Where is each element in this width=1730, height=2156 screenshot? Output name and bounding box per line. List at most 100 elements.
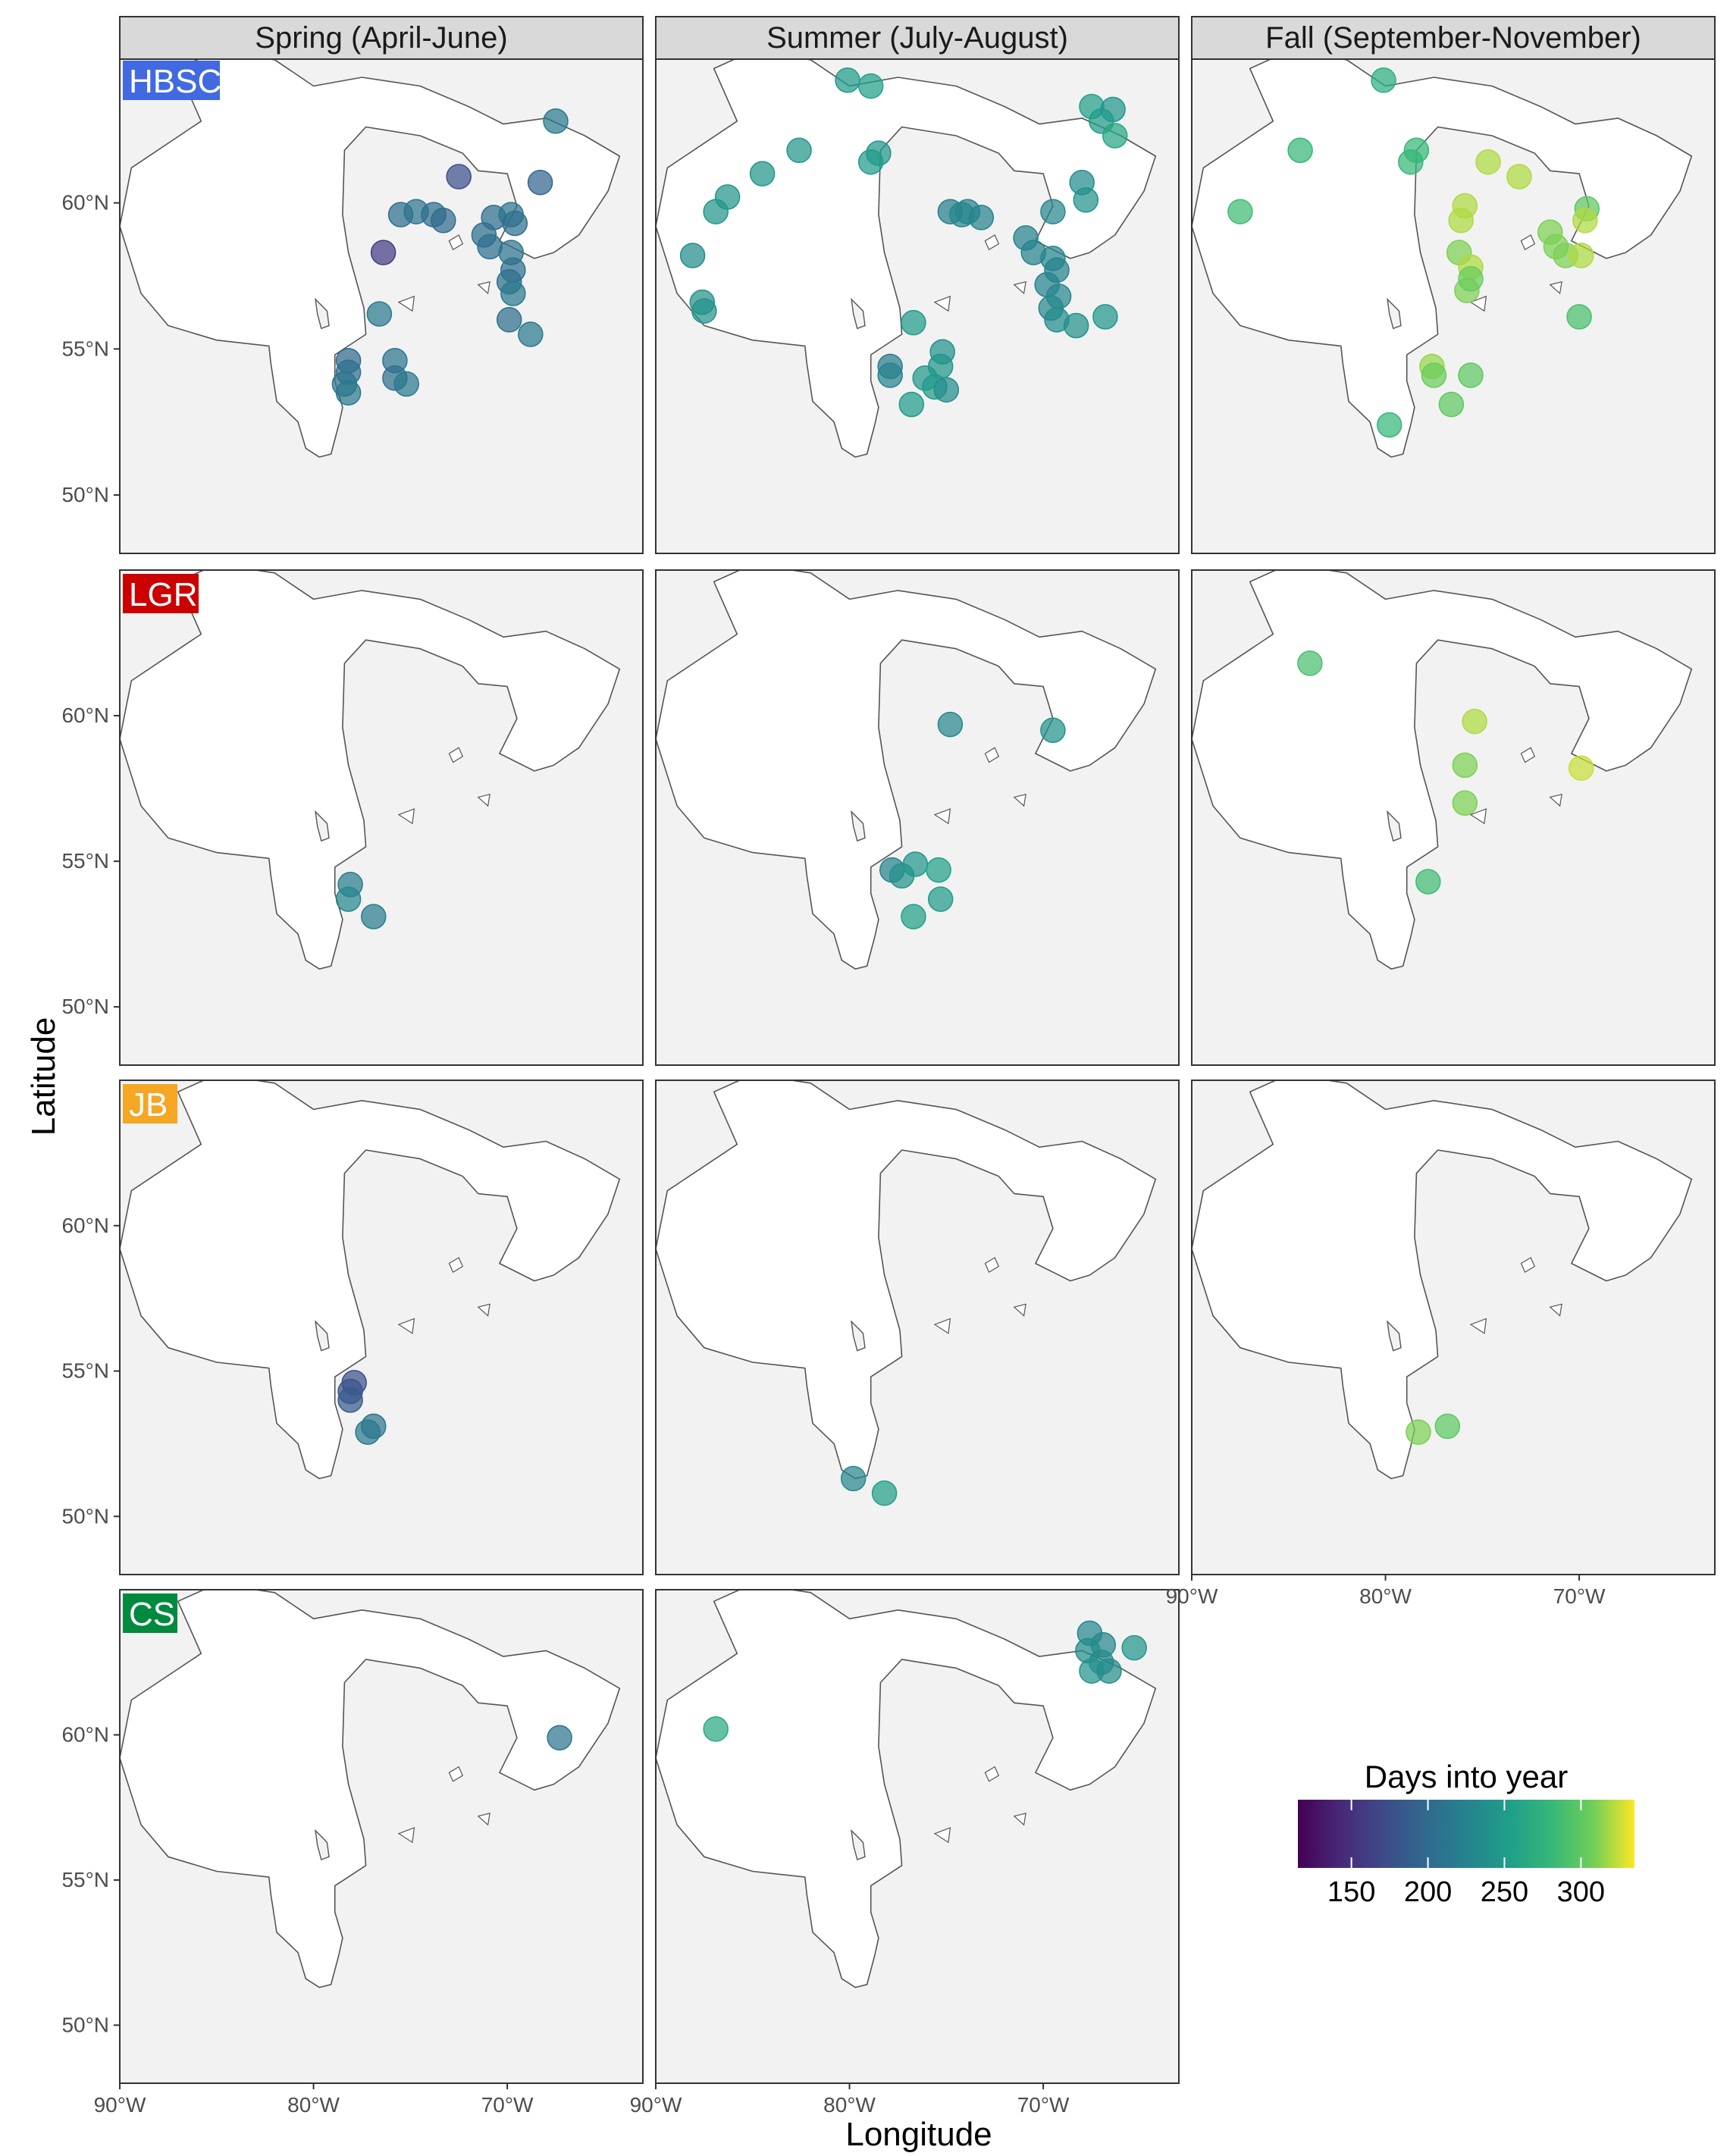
- observation-point: [1448, 208, 1474, 233]
- observation-point: [547, 1725, 572, 1751]
- observation-point: [366, 301, 393, 327]
- lat-tick-label: 50°N: [61, 483, 109, 506]
- observation-point: [1121, 1634, 1147, 1661]
- observation-point: [1568, 755, 1594, 781]
- observation-point: [1438, 391, 1465, 418]
- lake: [933, 1827, 951, 1844]
- lat-tick-label: 50°N: [61, 1504, 109, 1528]
- map-layer: [1192, 1080, 1693, 1480]
- row-badge: [123, 574, 199, 613]
- observation-point: [1376, 412, 1402, 438]
- y-axis-title: Latitude: [25, 1017, 62, 1136]
- row-badge: [123, 1593, 177, 1633]
- lake: [984, 747, 1000, 763]
- lake: [448, 234, 464, 251]
- legend-tick-label: 300: [1557, 1876, 1605, 1908]
- lake: [477, 1813, 490, 1826]
- lake: [1469, 295, 1487, 312]
- observation-point: [1406, 1419, 1431, 1445]
- legend-colorbar: [1298, 1800, 1634, 1868]
- map-panel-jb-2: [655, 1080, 1180, 1575]
- observation-point: [1287, 137, 1313, 164]
- observation-point: [840, 1465, 867, 1492]
- map-layer: [120, 57, 621, 458]
- map-panel-jb-3: [1191, 1080, 1716, 1575]
- panel-border: [655, 569, 1180, 1066]
- lake: [397, 1318, 415, 1334]
- observation-point: [361, 904, 387, 929]
- observation-point: [871, 1480, 898, 1506]
- observation-point: [1096, 1658, 1122, 1684]
- panel-border: [119, 1589, 644, 2084]
- facet-strip: [1191, 16, 1716, 60]
- observation-point: [500, 280, 526, 306]
- observation-point: [1452, 752, 1478, 779]
- lake: [1520, 234, 1536, 251]
- observation-point: [933, 377, 960, 403]
- island: [1387, 297, 1402, 330]
- observation-point: [1398, 149, 1424, 175]
- observation-point: [691, 298, 717, 324]
- observation-point: [446, 164, 472, 190]
- panels-layer: Spring (April-June) HBSC Summer (July-Augu…: [119, 16, 1716, 2084]
- observation-point: [1297, 650, 1323, 676]
- observation-point: [1458, 362, 1484, 388]
- observation-point: [1458, 266, 1484, 292]
- map-panel-lgr-3: [1191, 569, 1716, 1066]
- lake: [1469, 1318, 1487, 1334]
- row-badge: [123, 1084, 177, 1123]
- lon-tick-label: 70°W: [1017, 2093, 1070, 2117]
- observation-point: [1506, 164, 1532, 190]
- bay-water: [120, 57, 621, 458]
- observation-point: [527, 169, 553, 196]
- lake: [448, 1257, 464, 1273]
- observation-point: [1092, 304, 1118, 330]
- row-badge-label: LGR: [129, 576, 197, 613]
- legend-tick-label: 150: [1327, 1876, 1375, 1908]
- lat-tick-label: 60°N: [61, 1214, 109, 1237]
- bay-water: [656, 1590, 1157, 1988]
- observation-point: [749, 161, 776, 186]
- bay-water: [1192, 1080, 1693, 1480]
- legend-tick-label: 250: [1481, 1876, 1528, 1908]
- lake: [1013, 1813, 1026, 1826]
- observation-point: [337, 1387, 363, 1413]
- map-layer: [120, 570, 621, 970]
- lake: [933, 295, 951, 312]
- lon-tick-label: 70°W: [1553, 1584, 1606, 1608]
- legend-ticks: 150 200 250 300: [1327, 1800, 1605, 1908]
- observation-point: [901, 904, 926, 929]
- row-badge-label: HBSC: [129, 63, 221, 100]
- lon-tick-label: 80°W: [823, 2093, 876, 2117]
- observation-point: [937, 711, 964, 738]
- observation-point: [857, 149, 884, 175]
- observation-point: [1566, 304, 1592, 330]
- facet-strip-label: Summer (July-August): [766, 21, 1068, 55]
- observation-point: [1040, 199, 1066, 224]
- observation-point: [1452, 790, 1478, 816]
- observation-point: [335, 886, 362, 912]
- bay-water: [120, 570, 621, 970]
- lat-tick-label: 55°N: [61, 1868, 109, 1891]
- lake: [1469, 808, 1487, 825]
- panel-border: [655, 1080, 1180, 1575]
- facet-strip: [655, 16, 1180, 60]
- lake: [933, 808, 951, 825]
- row-badge-label: CS: [129, 1596, 175, 1633]
- observation-point: [1572, 208, 1598, 233]
- lake: [984, 1257, 1000, 1273]
- island: [315, 810, 330, 842]
- lat-tick-label: 60°N: [61, 704, 109, 727]
- facet-strip-label: Spring (April-June): [255, 21, 507, 55]
- lat-tick-label: 55°N: [61, 849, 109, 873]
- lat-tick-label: 55°N: [61, 337, 109, 360]
- legend-title: Days into year: [1365, 1759, 1568, 1794]
- lake: [984, 1766, 1000, 1782]
- legend-tick-label: 200: [1404, 1876, 1452, 1908]
- map-panel-cs-2: [655, 1589, 1180, 2084]
- lat-tick-label: 50°N: [61, 995, 109, 1018]
- x-axis-title: Longitude: [845, 2116, 992, 2153]
- lake: [1549, 280, 1562, 295]
- lake: [397, 295, 415, 312]
- map-layer: [656, 570, 1157, 970]
